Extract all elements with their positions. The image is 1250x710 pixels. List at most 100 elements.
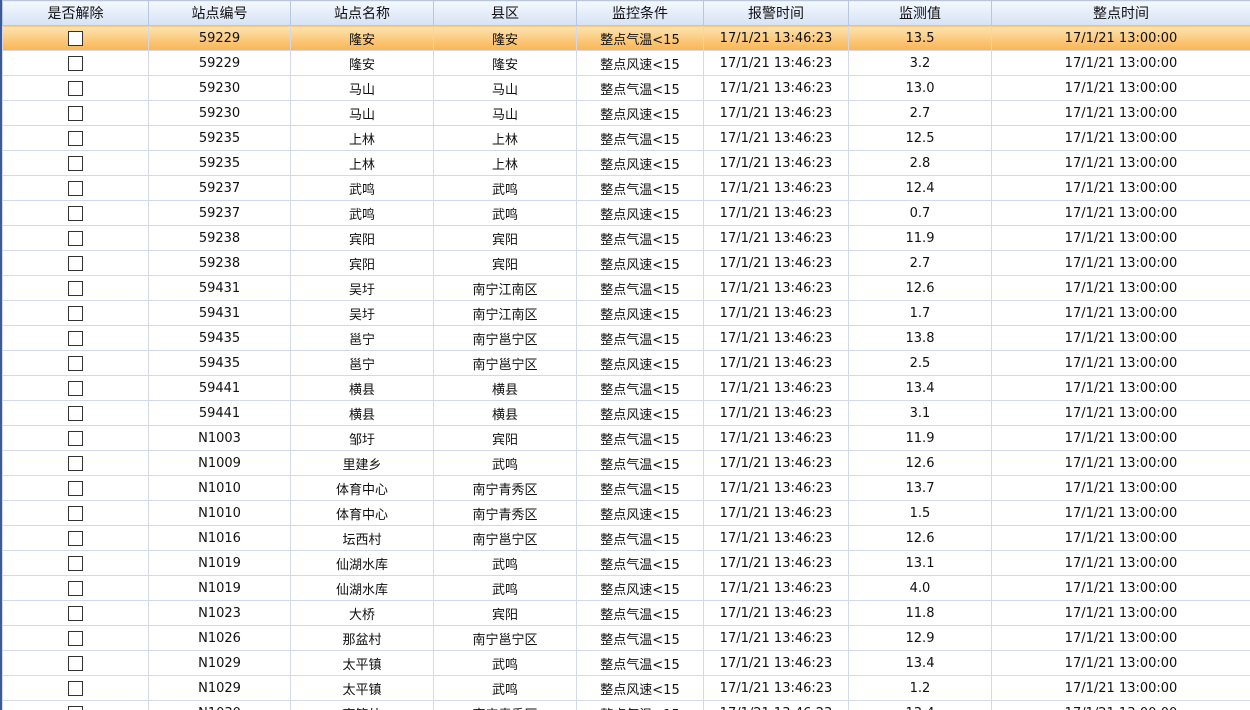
cell: 17/1/21 13:46:23 — [703, 500, 849, 526]
cell: 整点气温<15 — [576, 625, 704, 651]
checkbox[interactable] — [68, 55, 83, 71]
checkbox[interactable] — [68, 605, 83, 621]
cell: 那盆村 — [290, 625, 434, 651]
column-header[interactable]: 是否解除 — [2, 0, 149, 26]
cell: 南宁青秀区 — [433, 500, 577, 526]
cell: 整点气温<15 — [576, 75, 704, 101]
cell: 12.6 — [848, 275, 992, 301]
checkbox[interactable] — [68, 330, 83, 346]
cell: 横县 — [433, 375, 577, 401]
checkbox[interactable] — [68, 530, 83, 546]
checkbox[interactable] — [68, 505, 83, 521]
table-row[interactable]: N1010 体育中心 南宁青秀区 整点风速<15 17/1/21 13:46:23 1.5… — [2, 500, 1250, 526]
checkbox[interactable] — [68, 305, 83, 321]
table-row[interactable]: 59435 邕宁 南宁邕宁区 整点风速<15 17/1/21 13:46:23 2.5 17… — [2, 350, 1250, 376]
cell: 17/1/21 13:46:23 — [703, 75, 849, 101]
column-header[interactable]: 报警时间 — [703, 0, 849, 26]
cell: 整点气温<15 — [576, 700, 704, 710]
checkbox-cell — [2, 75, 149, 101]
cell: 11.9 — [848, 225, 992, 251]
table-row[interactable]: N1009 里建乡 武鸣 整点气温<15 17/1/21 13:46:23 12.6 17/… — [2, 450, 1250, 476]
checkbox[interactable] — [68, 80, 83, 96]
cell: 13.5 — [848, 25, 992, 51]
table-row[interactable]: 59235 上林 上林 整点风速<15 17/1/21 13:46:23 2.8 17/1/… — [2, 150, 1250, 176]
header-row: 是否解除 站点编号 站点名称 县区 监控条件 报警时间 监测值 整点时间 — [2, 0, 1250, 26]
cell: 武鸣 — [433, 675, 577, 701]
checkbox[interactable] — [68, 580, 83, 596]
column-header[interactable]: 站点编号 — [148, 0, 291, 26]
table-row[interactable]: N1026 那盆村 南宁邕宁区 整点气温<15 17/1/21 13:46:23 12.9… — [2, 625, 1250, 651]
table-row[interactable]: 59431 吴圩 南宁江南区 整点气温<15 17/1/21 13:46:23 12.6 1… — [2, 275, 1250, 301]
table-row[interactable]: 59238 宾阳 宾阳 整点气温<15 17/1/21 13:46:23 11.9 17/1… — [2, 225, 1250, 251]
table-row[interactable]: 59229 隆安 隆安 整点风速<15 17/1/21 13:46:23 3.2 17/1/… — [2, 50, 1250, 76]
cell: 宾阳 — [433, 250, 577, 276]
table-row[interactable]: 59441 横县 横县 整点气温<15 17/1/21 13:46:23 13.4 17/1… — [2, 375, 1250, 401]
cell: 南宁邕宁区 — [433, 350, 577, 376]
checkbox[interactable] — [68, 480, 83, 496]
table-row[interactable]: 59435 邕宁 南宁邕宁区 整点气温<15 17/1/21 13:46:23 13.8 1… — [2, 325, 1250, 351]
table-row[interactable]: 59431 吴圩 南宁江南区 整点风速<15 17/1/21 13:46:23 1.7 17… — [2, 300, 1250, 326]
checkbox[interactable] — [68, 105, 83, 121]
checkbox[interactable] — [68, 180, 83, 196]
column-header[interactable]: 监测值 — [848, 0, 992, 26]
checkbox[interactable] — [68, 355, 83, 371]
checkbox[interactable] — [68, 680, 83, 696]
checkbox[interactable] — [68, 255, 83, 271]
column-header[interactable]: 监控条件 — [576, 0, 704, 26]
checkbox-cell — [2, 675, 149, 701]
cell: 17/1/21 13:00:00 — [991, 700, 1250, 710]
cell: 17/1/21 13:46:23 — [703, 375, 849, 401]
table-row[interactable]: N1029 太平镇 武鸣 整点风速<15 17/1/21 13:46:23 1.2 17/1… — [2, 675, 1250, 701]
table-row[interactable]: N1023 大桥 宾阳 整点气温<15 17/1/21 13:46:23 11.8 17/1… — [2, 600, 1250, 626]
cell: N1010 — [148, 500, 291, 526]
table-row[interactable]: 59235 上林 上林 整点气温<15 17/1/21 13:46:23 12.5 17/1… — [2, 125, 1250, 151]
cell: 吴圩 — [290, 275, 434, 301]
checkbox[interactable] — [68, 430, 83, 446]
cell: 11.8 — [848, 600, 992, 626]
table-row[interactable]: N1003 邹圩 宾阳 整点气温<15 17/1/21 13:46:23 11.9 17/1… — [2, 425, 1250, 451]
cell: 马山 — [433, 75, 577, 101]
checkbox-cell — [2, 625, 149, 651]
cell: 1.7 — [848, 300, 992, 326]
table-row[interactable]: 59237 武鸣 武鸣 整点风速<15 17/1/21 13:46:23 0.7 17/1/… — [2, 200, 1250, 226]
checkbox[interactable] — [68, 230, 83, 246]
table-row[interactable]: N1010 体育中心 南宁青秀区 整点气温<15 17/1/21 13:46:23 13.… — [2, 475, 1250, 501]
cell: 59237 — [148, 200, 291, 226]
cell: 南宁邕宁区 — [433, 525, 577, 551]
checkbox[interactable] — [68, 455, 83, 471]
column-header[interactable]: 县区 — [433, 0, 577, 26]
cell: 武鸣 — [433, 450, 577, 476]
checkbox[interactable] — [68, 280, 83, 296]
cell: 17/1/21 13:00:00 — [991, 650, 1250, 676]
table-row[interactable]: N1016 坛西村 南宁邕宁区 整点气温<15 17/1/21 13:46:23 12.6… — [2, 525, 1250, 551]
checkbox[interactable] — [68, 155, 83, 171]
column-header[interactable]: 整点时间 — [991, 0, 1250, 26]
table-row[interactable]: 59238 宾阳 宾阳 整点风速<15 17/1/21 13:46:23 2.7 17/1/… — [2, 250, 1250, 276]
table-row[interactable]: 59441 横县 横县 整点风速<15 17/1/21 13:46:23 3.1 17/1/… — [2, 400, 1250, 426]
table-row[interactable]: 59237 武鸣 武鸣 整点气温<15 17/1/21 13:46:23 12.4 17/1… — [2, 175, 1250, 201]
table-row[interactable]: N1019 仙湖水库 武鸣 整点气温<15 17/1/21 13:46:23 13.1 17… — [2, 550, 1250, 576]
cell: 隆安 — [290, 25, 434, 51]
checkbox[interactable] — [68, 405, 83, 421]
table-row[interactable]: 59229 隆安 隆安 整点气温<15 17/1/21 13:46:23 13.5 17/1… — [2, 25, 1250, 51]
table-row[interactable]: N1019 仙湖水库 武鸣 整点风速<15 17/1/21 13:46:23 4.0 17/… — [2, 575, 1250, 601]
checkbox[interactable] — [68, 30, 83, 46]
table-row[interactable]: 59230 马山 马山 整点风速<15 17/1/21 13:46:23 2.7 17/1/… — [2, 100, 1250, 126]
column-header[interactable]: 站点名称 — [290, 0, 434, 26]
checkbox[interactable] — [68, 380, 83, 396]
checkbox[interactable] — [68, 705, 83, 710]
table-row[interactable]: N1029 太平镇 武鸣 整点气温<15 17/1/21 13:46:23 13.4 17/… — [2, 650, 1250, 676]
checkbox[interactable] — [68, 205, 83, 221]
checkbox[interactable] — [68, 130, 83, 146]
checkbox[interactable] — [68, 630, 83, 646]
checkbox[interactable] — [68, 655, 83, 671]
cell: N1016 — [148, 525, 291, 551]
table-row[interactable]: 59230 马山 马山 整点气温<15 17/1/21 13:46:23 13.0 17/1… — [2, 75, 1250, 101]
checkbox-cell — [2, 25, 149, 51]
cell: 59441 — [148, 400, 291, 426]
cell: 整点风速<15 — [576, 500, 704, 526]
checkbox[interactable] — [68, 555, 83, 571]
cell: 整点风速<15 — [576, 575, 704, 601]
